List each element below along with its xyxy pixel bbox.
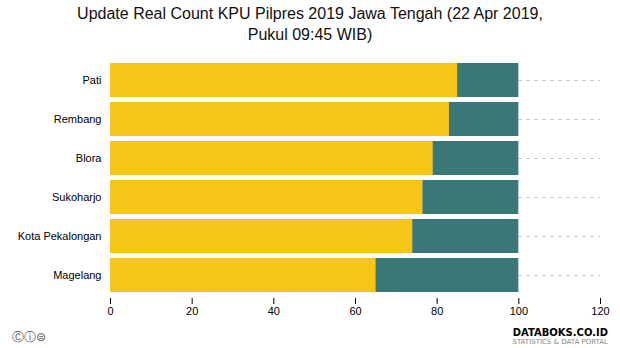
svg-text:100: 100 bbox=[510, 305, 528, 317]
svg-text:Kota Pekalongan: Kota Pekalongan bbox=[18, 230, 102, 242]
svg-text:Magelang: Magelang bbox=[53, 269, 101, 281]
svg-text:Pati: Pati bbox=[83, 74, 102, 86]
svg-text:60: 60 bbox=[349, 305, 361, 317]
html-text:Update Real Count KPU Pilpres: Update Real Count KPU Pilpres 2019 Jawa … bbox=[77, 5, 543, 43]
svg-text:20: 20 bbox=[186, 305, 198, 317]
svg-text:120: 120 bbox=[591, 305, 609, 317]
html-text:STATISTICS & DATA PORTAL: STATISTICS & DATA PORTAL bbox=[512, 337, 608, 346]
svg-text:0: 0 bbox=[107, 305, 113, 317]
html-text:DATABOKS.CO.ID: DATABOKS.CO.ID bbox=[512, 327, 608, 339]
svg-text:80: 80 bbox=[431, 305, 443, 317]
svg-text:40: 40 bbox=[268, 305, 280, 317]
svg-text:Rembang: Rembang bbox=[54, 113, 102, 125]
svg-text:Sukoharjo: Sukoharjo bbox=[52, 191, 102, 203]
svg-text:Blora: Blora bbox=[76, 152, 103, 164]
